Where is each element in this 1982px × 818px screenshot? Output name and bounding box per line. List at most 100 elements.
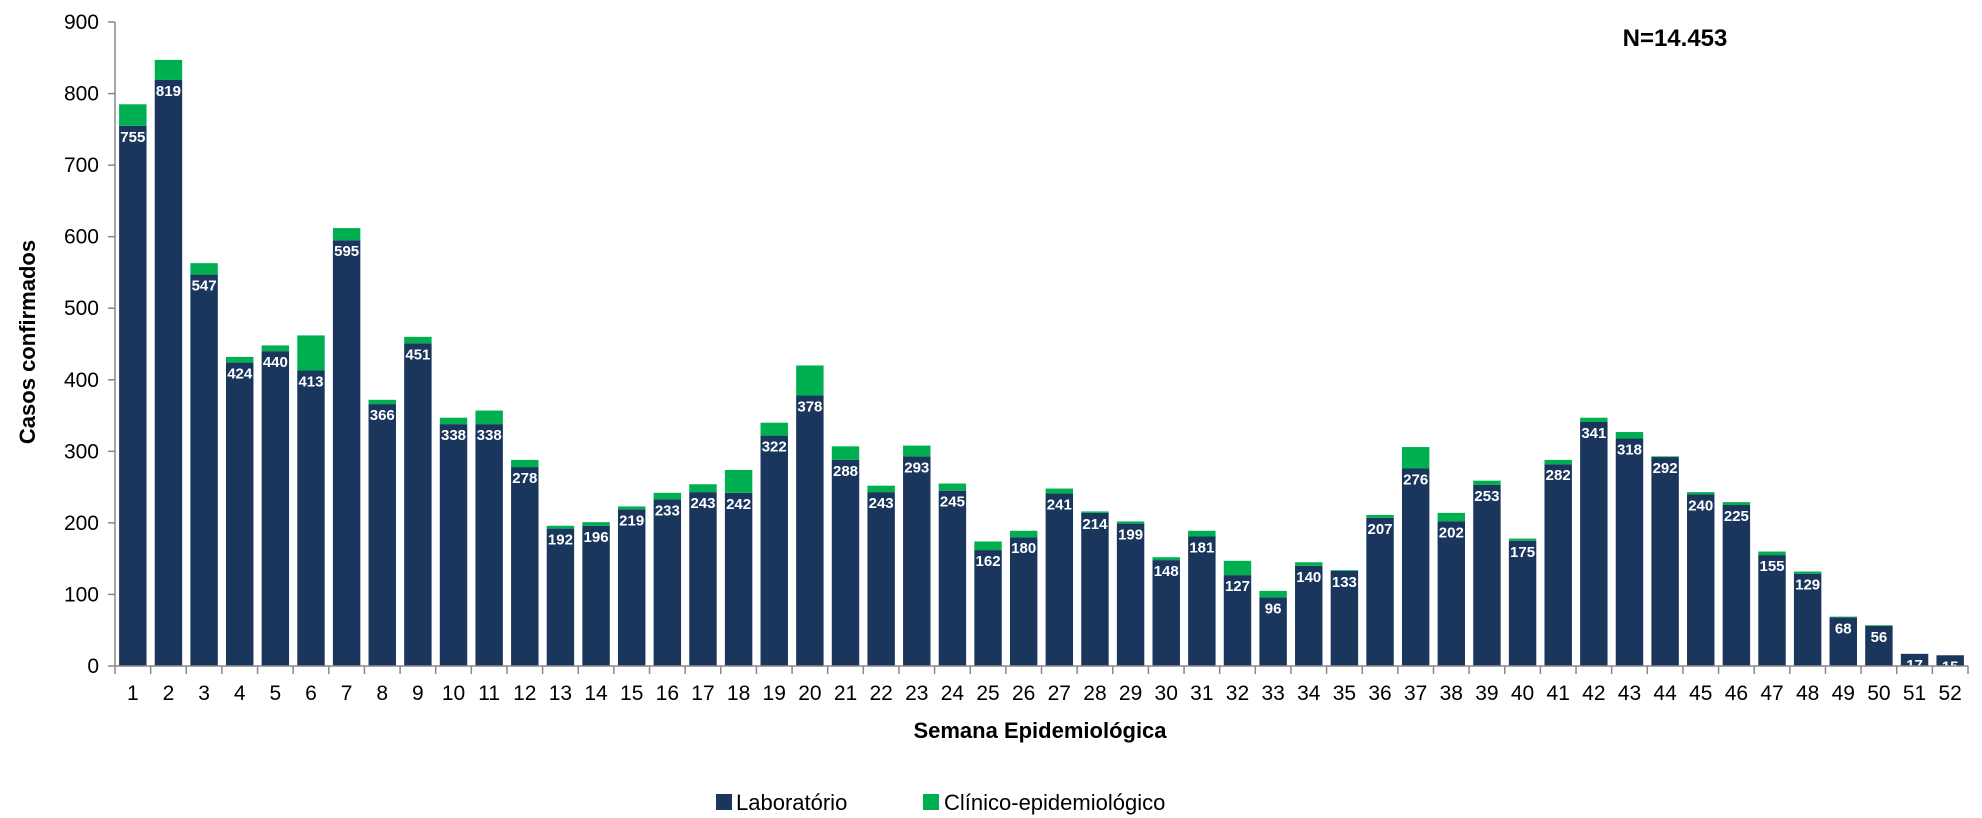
bar-clinico-epidemiologico — [582, 522, 610, 526]
bar-value-label: 129 — [1795, 577, 1820, 594]
x-tick-label: 24 — [941, 682, 965, 705]
bars-group — [119, 59, 1964, 666]
bar-value-label: 148 — [1154, 563, 1179, 580]
bar-clinico-epidemiologico — [190, 263, 218, 275]
bar-value-label: 547 — [192, 278, 217, 295]
bar-laboratorio — [831, 459, 860, 666]
bar-laboratorio — [1580, 421, 1608, 666]
x-tick-label: 16 — [656, 682, 679, 705]
bar-value-label: 68 — [1835, 620, 1852, 637]
bar-clinico-epidemiologico — [1544, 459, 1572, 465]
bar-value-label: 175 — [1510, 544, 1535, 561]
bar-clinico-epidemiologico — [1473, 480, 1501, 485]
bar-clinico-epidemiologico — [511, 459, 539, 468]
x-tick-label: 49 — [1832, 682, 1855, 705]
bar-value-label: 243 — [690, 495, 715, 512]
x-tick-label: 20 — [798, 682, 821, 705]
legend-label-laboratorio: Laboratório — [736, 790, 847, 815]
bar-clinico-epidemiologico — [119, 104, 147, 126]
bar-laboratorio — [1473, 484, 1501, 666]
bar-clinico-epidemiologico — [226, 356, 254, 363]
bar-value-label: 196 — [584, 529, 609, 546]
bar-clinico-epidemiologico — [724, 469, 753, 493]
bar-value-label: 288 — [833, 463, 858, 480]
bar-value-label: 96 — [1265, 600, 1282, 617]
bar-value-label: 245 — [940, 494, 965, 511]
bar-value-label: 322 — [762, 439, 787, 456]
bar-laboratorio — [404, 343, 432, 666]
x-tick-label: 50 — [1867, 682, 1890, 705]
bar-laboratorio — [1259, 597, 1287, 666]
bar-laboratorio — [689, 492, 717, 666]
x-tick-label: 4 — [234, 682, 246, 705]
bar-value-label: 338 — [441, 427, 466, 444]
bar-laboratorio — [617, 509, 646, 666]
bar-clinico-epidemiologico — [1295, 562, 1323, 566]
x-tick-label: 35 — [1333, 682, 1356, 705]
bar-laboratorio — [119, 125, 147, 666]
bar-clinico-epidemiologico — [546, 525, 575, 529]
bar-value-label: 207 — [1368, 521, 1393, 538]
x-tick-label: 17 — [691, 682, 714, 705]
bar-value-label: 819 — [156, 83, 181, 100]
x-tick-label: 33 — [1261, 682, 1284, 705]
bar-laboratorio — [226, 362, 254, 666]
bar-clinico-epidemiologico — [439, 417, 468, 425]
x-tick-label: 27 — [1048, 682, 1071, 705]
bar-laboratorio — [439, 424, 468, 666]
bar-value-label: 378 — [797, 399, 822, 416]
y-tick-label: 900 — [64, 11, 99, 34]
y-tick-label: 600 — [64, 226, 99, 249]
x-tick-label: 31 — [1190, 682, 1213, 705]
bar-laboratorio — [867, 492, 895, 666]
bar-value-label: 338 — [477, 427, 502, 444]
x-tick-label: 19 — [763, 682, 786, 705]
bar-laboratorio — [1152, 560, 1180, 666]
x-tick-label: 18 — [727, 682, 750, 705]
bar-laboratorio — [1900, 653, 1929, 666]
x-tick-label: 26 — [1012, 682, 1035, 705]
bar-laboratorio — [724, 492, 753, 666]
bar-clinico-epidemiologico — [1615, 432, 1644, 439]
x-tick-label: 44 — [1653, 682, 1677, 705]
bar-laboratorio — [903, 456, 931, 666]
bar-clinico-epidemiologico — [404, 336, 432, 344]
bar-laboratorio — [1081, 512, 1109, 666]
bar-clinico-epidemiologico — [261, 345, 290, 352]
x-tick-label: 28 — [1083, 682, 1106, 705]
x-axis-title: Semana Epidemiológica — [913, 718, 1167, 743]
x-tick-label: 42 — [1582, 682, 1605, 705]
bar-clinico-epidemiologico — [332, 228, 361, 241]
x-tick-label: 10 — [442, 682, 465, 705]
y-tick-label: 200 — [64, 512, 99, 535]
x-tick-label: 13 — [549, 682, 572, 705]
bar-value-label: 278 — [512, 470, 537, 487]
bar-clinico-epidemiologico — [1508, 538, 1537, 541]
bar-laboratorio — [190, 274, 218, 666]
bar-laboratorio — [1009, 537, 1038, 666]
bar-laboratorio — [546, 528, 575, 666]
bar-laboratorio — [1829, 617, 1857, 666]
total-annotation: N=14.453 — [1623, 25, 1728, 52]
x-tick-label: 39 — [1475, 682, 1498, 705]
x-tick-label: 6 — [305, 682, 317, 705]
bar-clinico-epidemiologico — [1829, 616, 1857, 618]
bar-laboratorio — [1437, 521, 1466, 666]
y-tick-label: 500 — [64, 297, 99, 320]
bar-laboratorio — [582, 525, 610, 666]
bar-clinico-epidemiologico — [1793, 571, 1822, 574]
x-tick-label: 2 — [163, 682, 175, 705]
bar-laboratorio — [1188, 536, 1216, 666]
bar-laboratorio — [1508, 540, 1537, 666]
bar-value-label: 181 — [1189, 539, 1214, 556]
bar-clinico-epidemiologico — [1223, 560, 1252, 576]
bar-value-label: 225 — [1724, 508, 1749, 525]
bar-laboratorio — [1722, 505, 1751, 666]
bar-laboratorio — [974, 550, 1002, 666]
bar-clinico-epidemiologico — [796, 365, 824, 396]
x-tick-label: 32 — [1226, 682, 1249, 705]
bar-laboratorio — [1116, 523, 1145, 666]
bar-clinico-epidemiologico — [1437, 512, 1466, 522]
bar-value-label: 413 — [298, 373, 323, 390]
